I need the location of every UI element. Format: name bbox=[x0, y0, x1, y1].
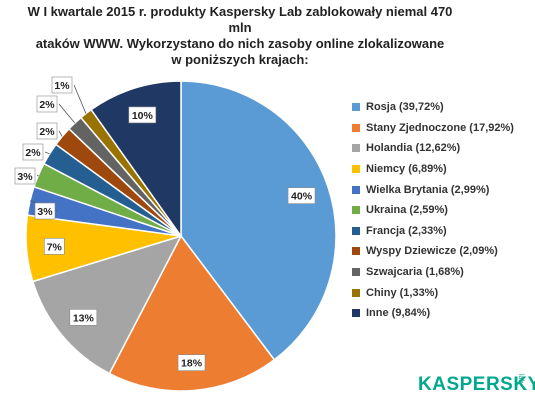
legend-swatch bbox=[352, 123, 360, 132]
legend-swatch bbox=[352, 226, 360, 235]
legend-swatch bbox=[352, 206, 360, 215]
legend-swatch bbox=[352, 165, 360, 174]
data-label: 10% bbox=[128, 106, 157, 124]
legend-swatch bbox=[352, 288, 360, 297]
data-label: 13% bbox=[69, 309, 98, 326]
data-label-text: 2% bbox=[39, 99, 55, 111]
legend-item: Szwajcaria (1,68%) bbox=[352, 262, 514, 283]
legend-label: Rosja (39,72%) bbox=[366, 101, 444, 114]
data-label-text: 40% bbox=[291, 191, 313, 203]
data-label: 3% bbox=[14, 167, 36, 185]
chart-title: W I kwartale 2015 r. produkty Kaspersky … bbox=[20, 4, 460, 68]
legend-label: Wielka Brytania (2,99%) bbox=[366, 183, 490, 196]
data-label: 3% bbox=[34, 202, 56, 220]
data-label: 2% bbox=[22, 143, 44, 161]
data-label-text: 18% bbox=[181, 358, 203, 370]
legend-item: Wyspy Dziewicze (2,09%) bbox=[352, 241, 514, 262]
data-label-text: 2% bbox=[39, 126, 55, 138]
data-label: 40% bbox=[287, 187, 316, 204]
legend-swatch bbox=[352, 144, 360, 153]
legend-label: Wyspy Dziewicze (2,09%) bbox=[366, 245, 498, 258]
legend-swatch bbox=[352, 185, 360, 194]
leader-line bbox=[36, 174, 39, 177]
legend-item: Wielka Brytania (2,99%) bbox=[352, 179, 514, 200]
leader-line bbox=[58, 130, 63, 137]
title-line-1: W I kwartale 2015 r. produkty Kaspersky … bbox=[27, 4, 453, 35]
pie-slice bbox=[108, 234, 276, 392]
legend-swatch bbox=[352, 268, 360, 277]
legend-label: Francja (2,33%) bbox=[366, 224, 447, 237]
legend-swatch bbox=[352, 247, 360, 256]
legend-label: Holandia (12,62%) bbox=[366, 142, 461, 155]
leader-line bbox=[58, 103, 76, 124]
legend-item: Inne (9,84%) bbox=[352, 303, 514, 324]
data-label: 18% bbox=[177, 354, 206, 371]
leader-line bbox=[44, 151, 50, 155]
kaspersky-logo-lab: lab bbox=[517, 374, 524, 384]
legend-item: Niemcy (6,89%) bbox=[352, 159, 514, 180]
data-label: 2% bbox=[36, 122, 58, 140]
legend-label: Ukraina (2,59%) bbox=[366, 204, 448, 217]
legend-item: Francja (2,33%) bbox=[352, 221, 514, 242]
data-label-text: 13% bbox=[73, 312, 95, 324]
legend-label: Stany Zjednoczone (17,92%) bbox=[366, 121, 514, 134]
chart-legend: Rosja (39,72%) Stany Zjednoczone (17,92%)… bbox=[352, 97, 514, 324]
data-label-text: 2% bbox=[25, 147, 41, 159]
legend-item: Stany Zjednoczone (17,92%) bbox=[352, 118, 514, 139]
data-label: 2% bbox=[36, 95, 58, 113]
data-label-text: 10% bbox=[132, 110, 154, 122]
title-line-3: w poniższych krajach: bbox=[171, 52, 309, 67]
legend-item: Chiny (1,33%) bbox=[352, 282, 514, 303]
leader-line bbox=[73, 84, 87, 114]
legend-label: Chiny (1,33%) bbox=[366, 286, 439, 299]
data-label-text: 1% bbox=[54, 80, 70, 92]
kaspersky-logo: KASPERSKY bbox=[418, 374, 535, 395]
legend-item: Ukraina (2,59%) bbox=[352, 200, 514, 221]
data-label: 1% bbox=[51, 76, 73, 94]
data-label-text: 3% bbox=[17, 171, 33, 183]
legend-label: Inne (9,84%) bbox=[366, 307, 431, 320]
legend-label: Niemcy (6,89%) bbox=[366, 163, 447, 176]
legend-item: Rosja (39,72%) bbox=[352, 97, 514, 118]
data-label-text: 7% bbox=[47, 241, 63, 253]
legend-label: Szwajcaria (1,68%) bbox=[366, 266, 464, 279]
pie-slice bbox=[90, 80, 182, 239]
data-label-text: 3% bbox=[37, 206, 53, 218]
legend-item: Holandia (12,62%) bbox=[352, 138, 514, 159]
legend-swatch bbox=[352, 309, 360, 318]
pie-slice bbox=[180, 80, 337, 361]
data-label: 7% bbox=[44, 238, 65, 255]
title-line-2: ataków WWW. Wykorzystano do nich zasoby … bbox=[35, 36, 445, 51]
legend-swatch bbox=[352, 103, 360, 112]
